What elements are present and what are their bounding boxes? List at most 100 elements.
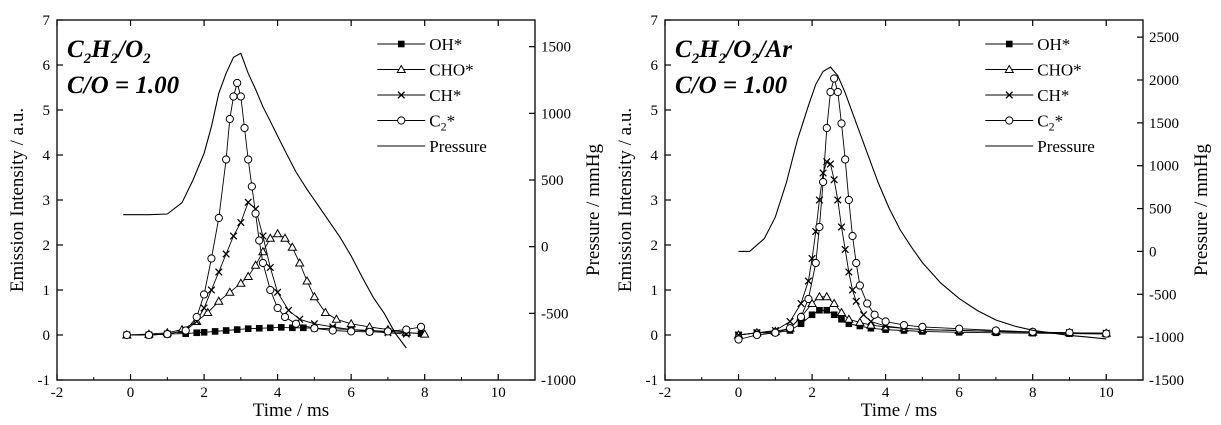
right-c2-point	[752, 330, 762, 340]
right-ch-point	[848, 286, 857, 294]
left-y-tick-label: -1	[38, 373, 51, 389]
left-y-tick-label: 1	[43, 283, 51, 299]
left-series-pressure-line	[123, 52, 407, 349]
left-cho-point	[243, 271, 254, 280]
left-ch-point	[273, 288, 282, 297]
right-c2-point	[844, 195, 853, 205]
right-cho-point	[814, 291, 825, 301]
left-c2-point	[222, 155, 231, 164]
left-legend-ch-label: CH*	[429, 86, 461, 105]
right-y-axis-title: Emission Intensity / a.u.	[615, 108, 636, 292]
right-legend-cho-marker	[1004, 64, 1015, 73]
right-inset-ratio-label: C/O = 1.00	[675, 72, 788, 99]
right-oh-point	[838, 315, 845, 323]
right-legend-c2-label: C2*	[1037, 112, 1063, 134]
left-x-axis-title: Time / ms	[253, 400, 329, 421]
left-cho-point	[346, 318, 357, 328]
left-c2-point	[310, 324, 319, 333]
left-cho-point	[309, 291, 320, 301]
left-cho-point	[213, 296, 224, 305]
left-ch-point	[215, 268, 223, 276]
left-c2-point	[244, 155, 253, 164]
right-oh-point	[797, 320, 805, 328]
right-c2-point	[811, 258, 820, 268]
right-y2-tick-label: 1000	[1149, 159, 1179, 175]
left-y-axis-title: Emission Intensity / a.u.	[7, 108, 28, 292]
right-y2-tick-label: 500	[1149, 202, 1172, 218]
left-legend-c2-label: C2*	[429, 112, 455, 134]
right-c2-point	[1102, 329, 1111, 338]
right-y2-tick-label: -500	[1149, 287, 1177, 303]
right-c2-point	[815, 222, 824, 232]
left-ch-point	[237, 218, 245, 227]
right-y-tick-label: 7	[651, 13, 659, 29]
left-c2-point	[144, 330, 154, 340]
left-c2-point	[402, 325, 411, 334]
right-y2-tick-label: 1500	[1149, 116, 1179, 132]
left-c2-point	[181, 326, 190, 335]
left-cho-point	[294, 257, 305, 267]
left-series-c2-line	[126, 81, 422, 336]
left-oh-point	[266, 324, 274, 332]
right-ch-point	[786, 317, 794, 326]
left-x-tick-label: 10	[491, 385, 506, 401]
right-c2-point	[837, 119, 846, 128]
right-c2-point	[870, 310, 879, 319]
left-c2-point	[291, 319, 301, 328]
left-y2-tick-label: 500	[541, 173, 564, 189]
right-oh-point	[856, 322, 864, 330]
left-y2-tick-label: 1000	[541, 106, 571, 122]
left-legend-cho-label: CHO*	[429, 61, 473, 80]
right-c2-point	[955, 324, 964, 333]
left-legend-pressure-label: Pressure	[429, 137, 487, 156]
right-c2-point	[796, 312, 806, 322]
right-cho-point	[855, 317, 865, 326]
left-y2-axis-title: Pressure / mmHg	[583, 144, 604, 276]
left-oh-point	[255, 324, 263, 332]
right-legend-ch-marker	[1005, 91, 1014, 99]
right-c2-point	[804, 294, 813, 304]
right-x-tick-label: 6	[955, 385, 963, 401]
right-cho-point	[829, 298, 839, 307]
left-legend-oh-label: OH*	[429, 35, 462, 54]
left-series-cho-line	[126, 233, 425, 336]
left-c2-point	[365, 327, 374, 336]
left-cho-point	[302, 275, 312, 285]
left-y-tick-label: 6	[43, 58, 51, 74]
right-y-tick-label: 1	[651, 283, 659, 299]
left-cho-point	[250, 260, 261, 269]
left-c2-point	[383, 327, 393, 336]
left-ch-point	[229, 232, 238, 240]
right-c2-point	[991, 326, 1001, 335]
left-oh-point	[300, 324, 307, 332]
left-x-tick-label: 8	[421, 385, 429, 401]
left-c2-point	[240, 123, 249, 133]
left-oh-point	[222, 327, 230, 334]
right-ch-point	[826, 160, 835, 168]
left-ch-point	[266, 263, 275, 272]
left-x-tick-label: 0	[127, 385, 135, 401]
left-y2-tick-label: -500	[541, 306, 569, 322]
right-ch-point	[845, 268, 853, 276]
right-cho-point	[843, 314, 854, 323]
right-c2-point	[1065, 328, 1074, 337]
right-c2-point	[899, 321, 909, 330]
right-legend-c2-marker	[1005, 116, 1014, 125]
right-legend-oh-label: OH*	[1037, 35, 1070, 54]
right-legend-cho-label: CHO*	[1037, 61, 1081, 80]
right-c2-point	[841, 155, 850, 164]
right-y-tick-label: -1	[646, 373, 659, 389]
right-ch-point	[804, 277, 813, 285]
right-oh-point	[823, 306, 831, 314]
left-c2-point	[225, 114, 234, 124]
left-panel: -2 0 2 4 6 8 10 -1 0 1 2 3 4 5 6 7 -1000 -500 0 500 1000 1500…	[7, 13, 604, 421]
left-c2-point	[328, 326, 337, 335]
right-y-tick-label: 0	[651, 328, 659, 344]
right-oh-point	[845, 320, 853, 328]
left-c2-point	[280, 312, 290, 322]
left-x-tick-label: 4	[274, 385, 282, 401]
left-ch-point	[200, 304, 208, 312]
right-x-tick-label: 8	[1029, 385, 1037, 401]
left-x-tick-label: 6	[347, 385, 355, 401]
left-legend-c2-marker	[397, 116, 406, 125]
